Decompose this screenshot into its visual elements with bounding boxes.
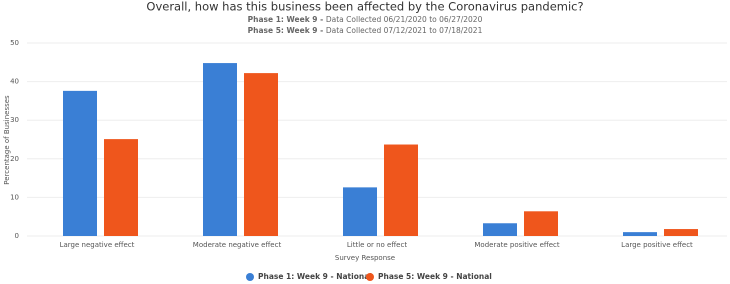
x-tick-label: Moderate negative effect xyxy=(193,241,282,249)
x-tick-label: Large negative effect xyxy=(60,241,135,249)
y-tick-label: 50 xyxy=(10,39,19,47)
subtitle-label: Phase 1: Week 9 - xyxy=(248,15,326,24)
bar xyxy=(104,139,138,236)
bar xyxy=(524,211,558,236)
subtitle-text: Data Collected 06/21/2020 to 06/27/2020 xyxy=(326,15,483,24)
bar xyxy=(203,63,237,237)
bar xyxy=(343,187,377,236)
y-tick-label: 20 xyxy=(10,155,19,163)
bar xyxy=(483,223,517,236)
bar xyxy=(63,90,97,236)
x-tick-label: Little or no effect xyxy=(347,241,407,249)
x-tick-label: Moderate positive effect xyxy=(474,241,559,249)
x-tick-label: Large positive effect xyxy=(621,241,693,249)
subtitle-text: Data Collected 07/12/2021 to 07/18/2021 xyxy=(326,26,483,35)
chart-title: Overall, how has this business been affe… xyxy=(146,0,583,14)
x-axis-title: Survey Response xyxy=(335,254,395,262)
y-tick-label: 10 xyxy=(10,193,19,201)
bar xyxy=(384,144,418,236)
subtitle-label: Phase 5: Week 9 - xyxy=(248,26,326,35)
legend-marker xyxy=(246,273,254,281)
legend-marker xyxy=(366,273,374,281)
bar xyxy=(244,73,278,236)
legend-label: Phase 1: Week 9 - National xyxy=(258,272,372,281)
y-tick-label: 40 xyxy=(10,78,19,86)
legend-label: Phase 5: Week 9 - National xyxy=(378,272,492,281)
subtitle: Phase 1: Week 9 - Data Collected 06/21/2… xyxy=(248,15,483,24)
y-axis-title: Percentage of Businesses xyxy=(3,95,11,185)
y-tick-label: 0 xyxy=(15,232,19,240)
bar xyxy=(664,229,698,236)
bar xyxy=(623,232,657,236)
y-tick-label: 30 xyxy=(10,116,19,124)
subtitle: Phase 5: Week 9 - Data Collected 07/12/2… xyxy=(248,26,483,35)
